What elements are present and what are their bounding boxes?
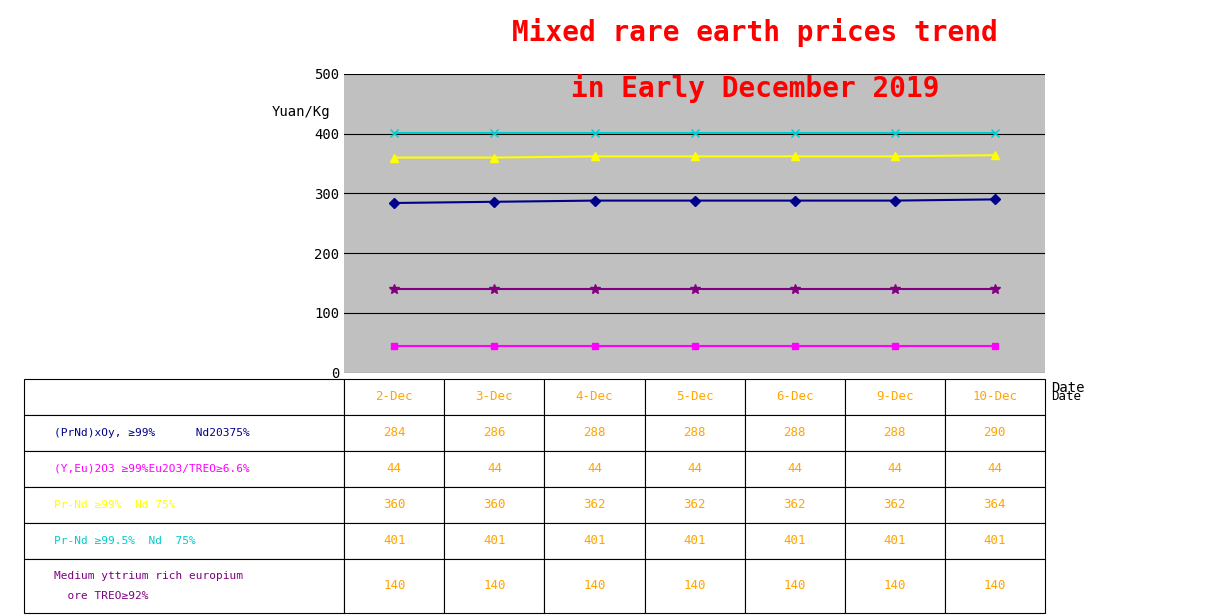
- Text: 140: 140: [883, 580, 906, 593]
- Text: 5-Dec: 5-Dec: [675, 391, 714, 403]
- Text: 44: 44: [487, 463, 501, 476]
- Text: 9-Dec: 9-Dec: [876, 391, 913, 403]
- Text: 286: 286: [483, 426, 506, 439]
- Text: 401: 401: [583, 535, 605, 548]
- Text: 401: 401: [383, 535, 406, 548]
- Text: 140: 140: [784, 580, 806, 593]
- Text: 401: 401: [483, 535, 506, 548]
- Text: 401: 401: [784, 535, 806, 548]
- Text: Date: Date: [1051, 391, 1081, 403]
- Text: 362: 362: [784, 498, 806, 511]
- Text: 44: 44: [587, 463, 602, 476]
- Text: 288: 288: [883, 426, 906, 439]
- Text: Pr-Nd ≥99%  Nd 75%: Pr-Nd ≥99% Nd 75%: [54, 500, 176, 510]
- Text: 360: 360: [483, 498, 506, 511]
- Text: 10-Dec: 10-Dec: [972, 391, 1017, 403]
- Text: 44: 44: [987, 463, 1003, 476]
- Text: 44: 44: [888, 463, 902, 476]
- Text: (PrNd)xOy, ≥99%      Nd20375%: (PrNd)xOy, ≥99% Nd20375%: [54, 428, 250, 438]
- Text: 284: 284: [383, 426, 406, 439]
- Text: 3-Dec: 3-Dec: [476, 391, 513, 403]
- Text: 362: 362: [583, 498, 605, 511]
- Text: 140: 140: [983, 580, 1006, 593]
- Text: ore TREO≥92%: ore TREO≥92%: [54, 591, 149, 601]
- Text: 362: 362: [684, 498, 705, 511]
- Text: 401: 401: [684, 535, 705, 548]
- Text: 44: 44: [788, 463, 802, 476]
- Text: Mixed rare earth prices trend: Mixed rare earth prices trend: [512, 18, 998, 47]
- Text: 140: 140: [383, 580, 406, 593]
- Text: 6-Dec: 6-Dec: [776, 391, 813, 403]
- Text: 290: 290: [983, 426, 1006, 439]
- Text: 44: 44: [387, 463, 402, 476]
- Text: 140: 140: [583, 580, 605, 593]
- Text: 288: 288: [784, 426, 806, 439]
- Text: 364: 364: [983, 498, 1006, 511]
- Text: 360: 360: [383, 498, 406, 511]
- Text: 401: 401: [883, 535, 906, 548]
- Text: 288: 288: [684, 426, 705, 439]
- Text: 44: 44: [687, 463, 702, 476]
- Text: 140: 140: [483, 580, 506, 593]
- Text: 288: 288: [583, 426, 605, 439]
- Text: Medium yttrium rich europium: Medium yttrium rich europium: [54, 571, 243, 581]
- Text: 2-Dec: 2-Dec: [376, 391, 413, 403]
- Text: 140: 140: [684, 580, 705, 593]
- Text: in Early December 2019: in Early December 2019: [570, 74, 940, 103]
- Text: Yuan/Kg: Yuan/Kg: [272, 105, 331, 119]
- Text: 362: 362: [883, 498, 906, 511]
- Text: Pr-Nd ≥99.5%  Nd  75%: Pr-Nd ≥99.5% Nd 75%: [54, 536, 196, 546]
- Text: (Y,Eu)2O3 ≥99%Eu2O3/TREO≥6.6%: (Y,Eu)2O3 ≥99%Eu2O3/TREO≥6.6%: [54, 464, 250, 474]
- Text: 401: 401: [983, 535, 1006, 548]
- Text: 4-Dec: 4-Dec: [576, 391, 614, 403]
- Text: Date: Date: [1051, 381, 1085, 395]
